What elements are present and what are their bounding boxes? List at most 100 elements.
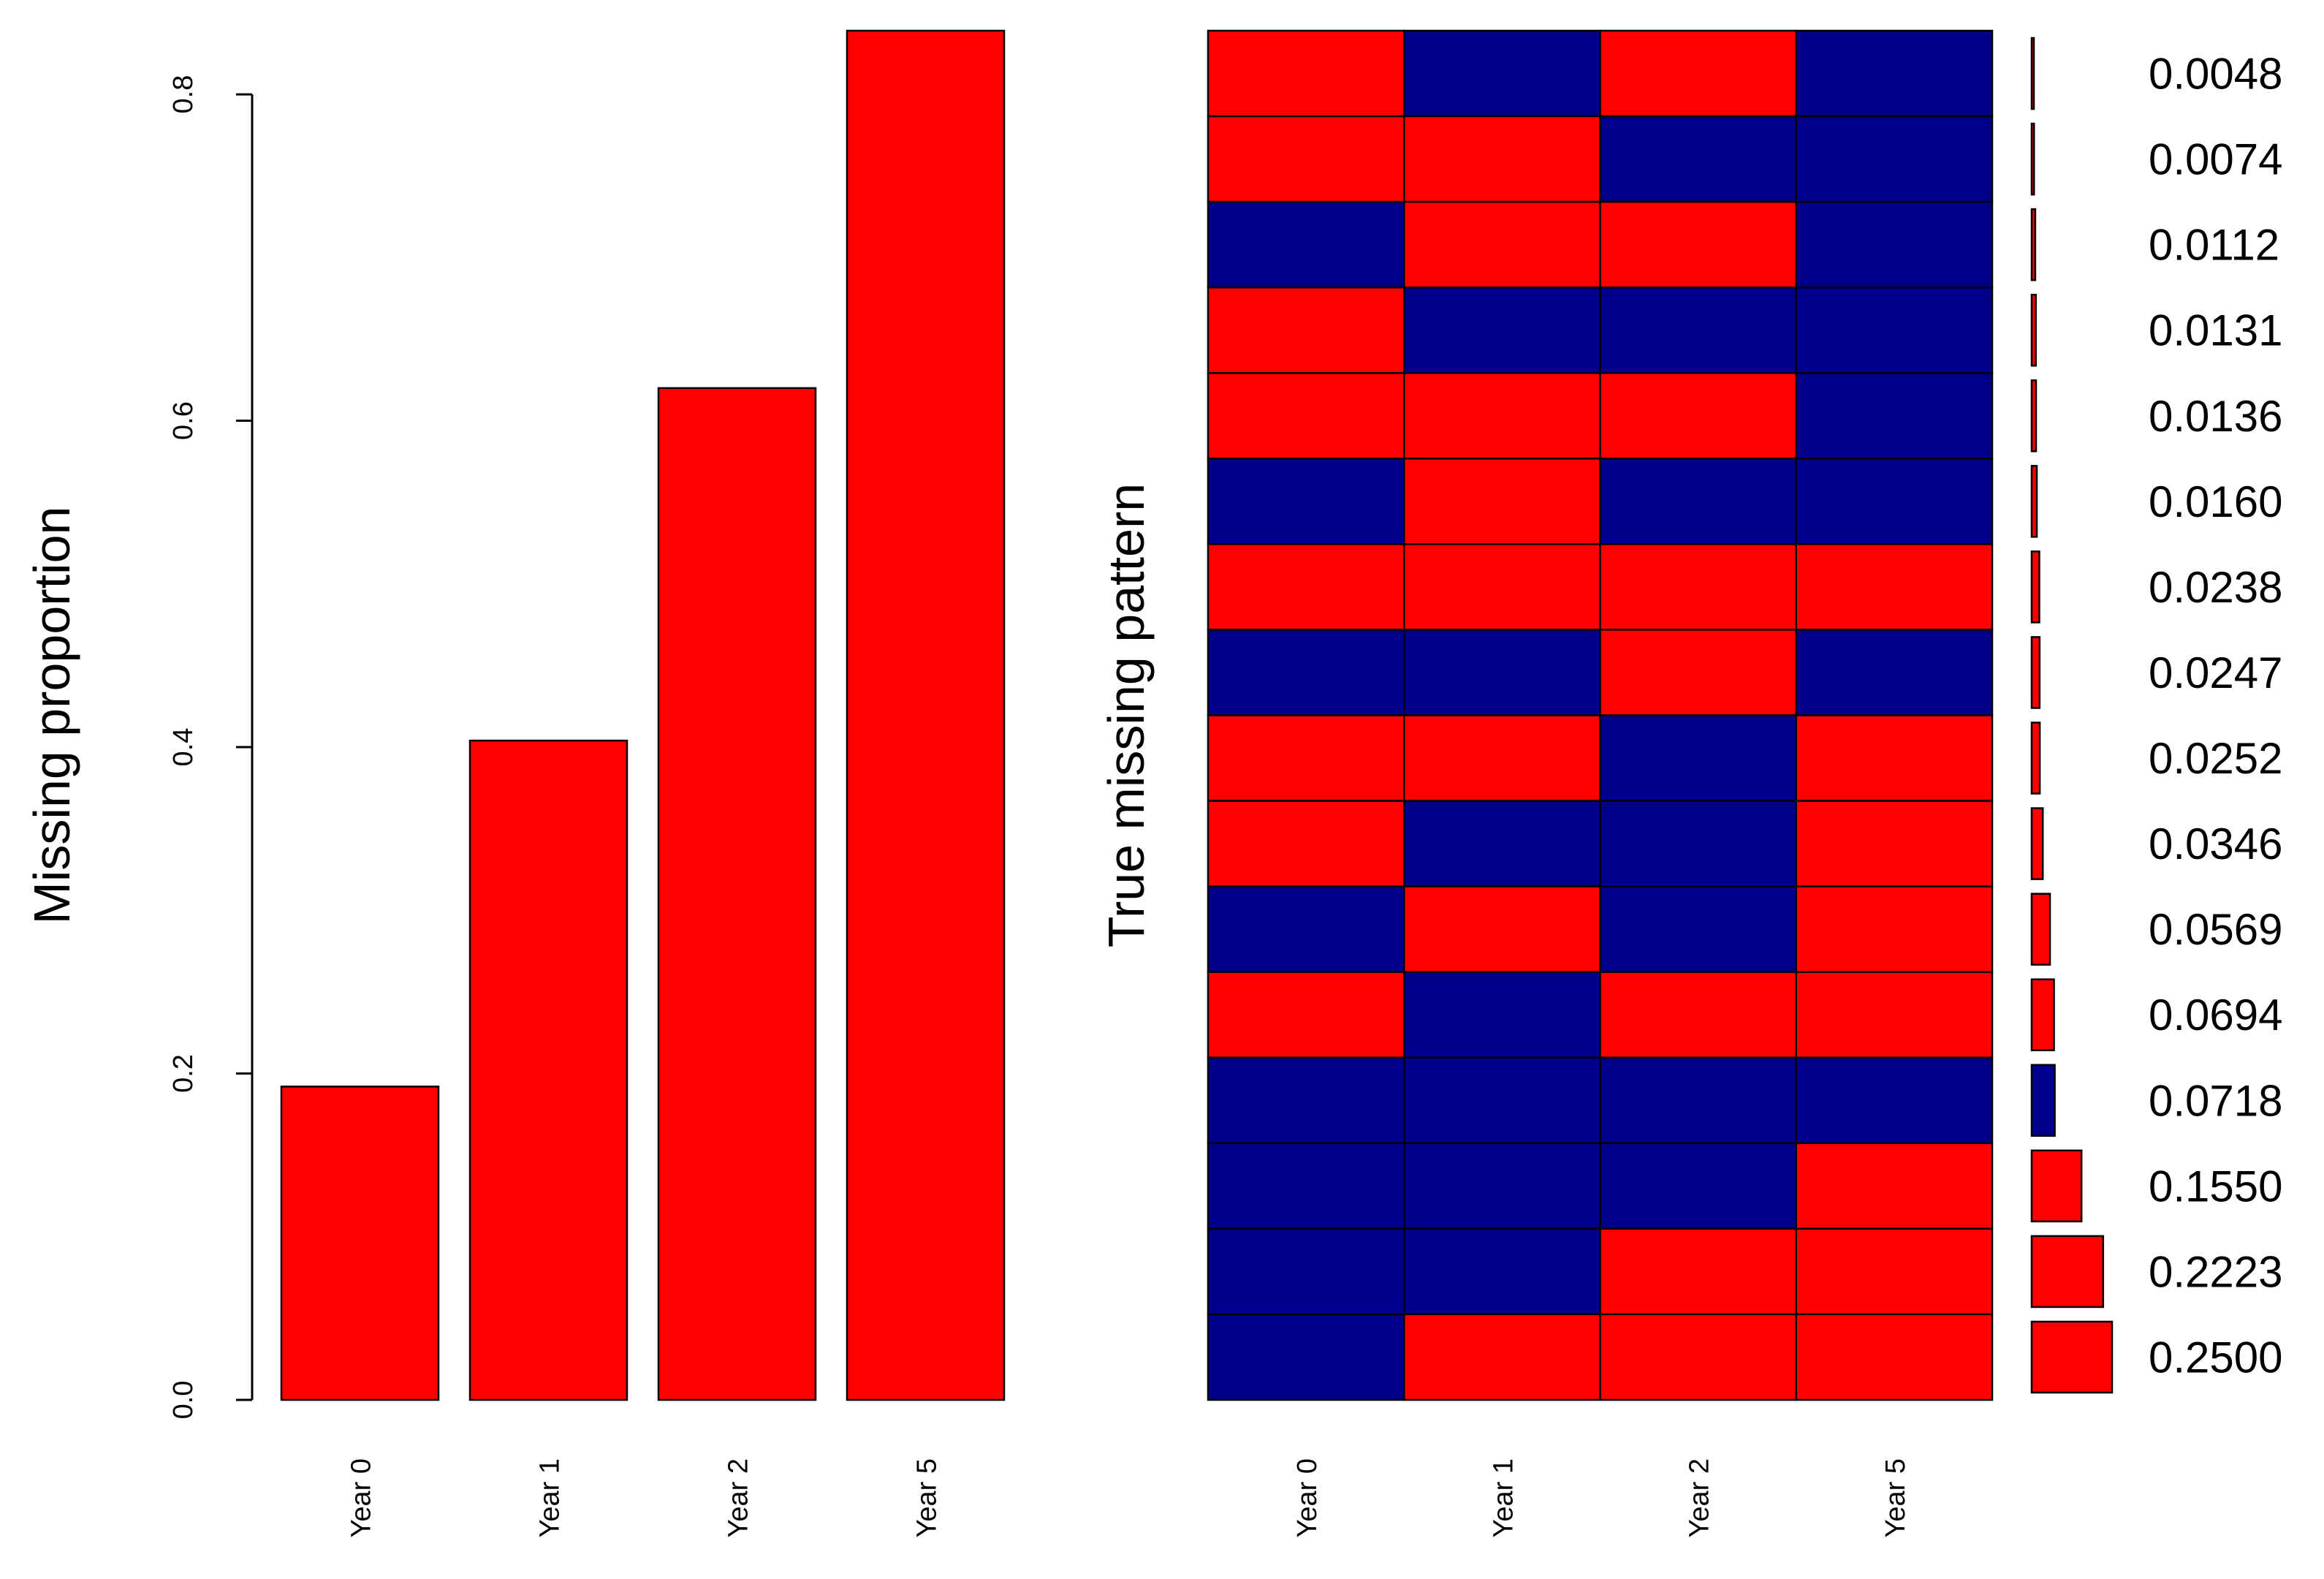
proportion-bar [2030, 1064, 2056, 1137]
pattern-cell [1599, 458, 1797, 545]
pattern-cell [1795, 1142, 1994, 1230]
pattern-cell [1599, 885, 1797, 973]
pattern-cell [1403, 286, 1601, 374]
pattern-cell [1795, 286, 1994, 374]
bar [657, 387, 817, 1401]
proportion-bar [2030, 37, 2035, 110]
pattern-cell [1207, 800, 1405, 887]
pattern-cell [1207, 458, 1405, 545]
proportion-label: 0.0131 [2149, 306, 2283, 355]
proportion-label: 0.0160 [2149, 477, 2283, 526]
pattern-cell [1403, 714, 1601, 802]
pattern-cell [1599, 115, 1797, 203]
pattern-cell [1207, 971, 1405, 1059]
proportion-bar [2030, 1149, 2083, 1223]
y-tick-label: 0.2 [168, 1054, 199, 1093]
pattern-cell [1403, 29, 1601, 118]
pattern-cell [1207, 1056, 1405, 1145]
proportion-label: 0.2223 [2149, 1247, 2283, 1296]
proportion-bar [2030, 807, 2044, 880]
proportion-label: 0.0074 [2149, 135, 2283, 184]
proportion-label: 0.0346 [2149, 819, 2283, 868]
y-axis-title: True missing pattern [1098, 483, 1155, 947]
pattern-cell [1795, 29, 1994, 118]
proportion-label: 0.0136 [2149, 392, 2283, 441]
pattern-cell [1403, 1227, 1601, 1316]
x-tick-label: Year 1 [535, 1458, 566, 1537]
proportion-label: 0.0238 [2149, 563, 2283, 612]
pattern-cell [1403, 458, 1601, 545]
pattern-cell [1599, 29, 1797, 118]
proportion-bar [2030, 893, 2051, 966]
proportion-bar [2030, 379, 2038, 453]
pattern-cell [1403, 1142, 1601, 1230]
proportion-bar [2030, 208, 2037, 281]
x-tick-label: Year 2 [724, 1458, 754, 1537]
column-label: Year 0 [1292, 1458, 1323, 1537]
pattern-cell [1795, 543, 1994, 631]
pattern-cell [1207, 1313, 1405, 1401]
pattern-cell [1599, 714, 1797, 802]
proportion-label: 0.1550 [2149, 1162, 2283, 1211]
pattern-cell [1207, 714, 1405, 802]
pattern-cell [1403, 115, 1601, 203]
proportion-bar [2030, 122, 2035, 196]
bar [280, 1086, 440, 1401]
pattern-cell [1599, 286, 1797, 374]
proportion-bar [2030, 465, 2038, 538]
proportion-bar [2030, 636, 2041, 709]
pattern-cell [1403, 885, 1601, 973]
pattern-cell [1599, 629, 1797, 716]
y-tick-label: 0.0 [168, 1381, 199, 1420]
proportion-label: 0.0694 [2149, 991, 2283, 1040]
pattern-cell [1795, 971, 1994, 1059]
pattern-cell [1207, 1142, 1405, 1230]
proportion-bar [2030, 722, 2041, 795]
bar [846, 29, 1006, 1401]
column-label: Year 1 [1488, 1458, 1519, 1537]
pattern-cell [1599, 372, 1797, 460]
pattern-cell [1599, 1142, 1797, 1230]
pattern-cell [1795, 458, 1994, 545]
pattern-cell [1207, 286, 1405, 374]
pattern-cell [1403, 372, 1601, 460]
column-label: Year 2 [1685, 1458, 1715, 1537]
y-tick-label: 0.6 [168, 401, 199, 440]
y-tick-label: 0.4 [168, 728, 199, 767]
pattern-cell [1403, 971, 1601, 1059]
pattern-cell [1207, 29, 1405, 118]
proportion-label: 0.2500 [2149, 1333, 2283, 1382]
pattern-cell [1207, 543, 1405, 631]
pattern-cell [1599, 1056, 1797, 1145]
true-missing-pattern-heatmap: Year 0 Year 1 Year 2 Year 5 True missing pat… [1098, 29, 2283, 1537]
pattern-cell [1795, 1227, 1994, 1316]
pattern-cell [1403, 543, 1601, 631]
pattern-cell [1795, 714, 1994, 802]
missing-proportion-bar-chart: 0.0 0.2 0.4 0.6 0.8 Missing proportion Year 0 Y… [23, 29, 1006, 1537]
pattern-cell [1599, 1313, 1797, 1401]
pattern-cell [1795, 629, 1994, 716]
pattern-cell [1599, 800, 1797, 887]
pattern-cell [1403, 1056, 1601, 1145]
pattern-cell [1599, 543, 1797, 631]
pattern-cell [1207, 372, 1405, 460]
pattern-cell [1403, 200, 1601, 289]
pattern-cell [1207, 629, 1405, 716]
proportion-bar [2030, 1320, 2114, 1394]
pattern-cell [1795, 372, 1994, 460]
proportion-bar [2030, 293, 2038, 367]
proportion-label: 0.0048 [2149, 50, 2283, 99]
pattern-cell [1599, 200, 1797, 289]
proportion-label: 0.0718 [2149, 1076, 2283, 1125]
pattern-cell [1795, 1056, 1994, 1145]
pattern-cell [1795, 115, 1994, 203]
proportion-bar [2030, 550, 2040, 624]
pattern-cell [1403, 800, 1601, 887]
x-tick-label: Year 0 [346, 1458, 377, 1537]
pattern-cell [1795, 1313, 1994, 1401]
bar [468, 739, 629, 1401]
pattern-cell [1795, 885, 1994, 973]
pattern-cell [1795, 800, 1994, 887]
proportion-bar [2030, 1235, 2105, 1309]
